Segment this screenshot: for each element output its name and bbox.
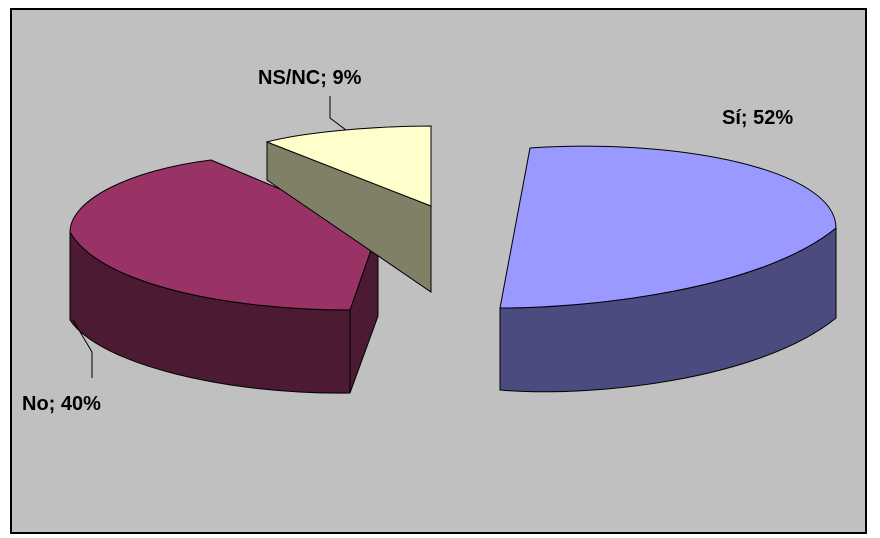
slice-si: [499, 145, 837, 393]
slice-nsnc: [265, 125, 432, 293]
data-label-nsnc: NS/NC; 9%: [258, 67, 362, 89]
leader-line-no: [72, 319, 93, 378]
slice-nsnc-top: [265, 125, 432, 207]
slice-no-top: [69, 159, 379, 311]
data-label-si: Sí; 52%: [722, 107, 793, 129]
leader-line-nsnc: [329, 96, 347, 131]
data-label-no: No; 40%: [22, 393, 101, 415]
slice-si-top: [499, 145, 837, 309]
slice-no: [69, 159, 379, 394]
